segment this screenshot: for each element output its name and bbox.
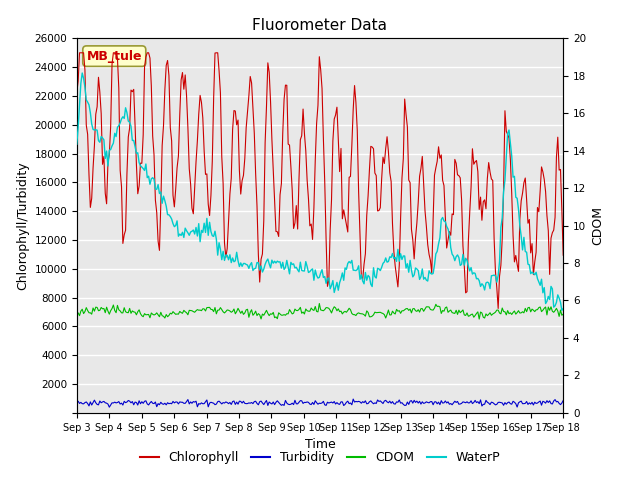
Y-axis label: Chlorophyll/Turbidity: Chlorophyll/Turbidity	[16, 161, 29, 290]
X-axis label: Time: Time	[305, 438, 335, 451]
Text: MB_tule: MB_tule	[86, 49, 142, 62]
Y-axis label: CDOM: CDOM	[592, 206, 605, 245]
Legend: Chlorophyll, Turbidity, CDOM, WaterP: Chlorophyll, Turbidity, CDOM, WaterP	[135, 446, 505, 469]
Title: Fluorometer Data: Fluorometer Data	[253, 18, 387, 33]
